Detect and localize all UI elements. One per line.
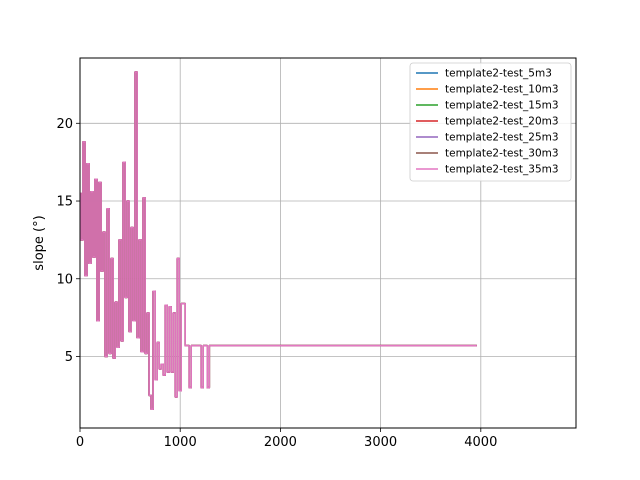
y-axis-label: slope (°) bbox=[32, 215, 47, 270]
axis-ticks: 0 1000 2000 3000 4000 5 10 15 20 bbox=[56, 117, 497, 450]
legend-label-4: template2-test_25m3 bbox=[445, 132, 559, 144]
series-lines bbox=[80, 71, 477, 411]
x-tick-label: 3000 bbox=[364, 435, 397, 450]
legend-label-1: template2-test_10m3 bbox=[445, 84, 559, 96]
legend-label-2: template2-test_15m3 bbox=[445, 100, 559, 112]
legend-box bbox=[409, 62, 572, 182]
y-tick-label: 20 bbox=[56, 117, 73, 132]
legend: template2-test_5m3 template2-test_10m3tem… bbox=[409, 62, 572, 182]
x-tick-label: 2000 bbox=[264, 435, 297, 450]
x-tick-label: 1000 bbox=[164, 435, 197, 450]
legend-label-6: template2-test_35m3 bbox=[445, 164, 559, 176]
y-tick-label: 5 bbox=[65, 350, 73, 365]
legend-label-0: template2-test_5m3 bbox=[445, 68, 552, 80]
grid bbox=[79, 58, 576, 428]
legend-label-5: template2-test_30m3 bbox=[445, 148, 559, 160]
x-tick-label: 0 bbox=[76, 435, 84, 450]
plot-area-frame bbox=[79, 57, 577, 429]
series-line-6 bbox=[80, 71, 477, 411]
y-tick-label: 10 bbox=[56, 272, 73, 287]
legend-label-3: template2-test_20m3 bbox=[445, 116, 559, 128]
y-tick-label: 15 bbox=[56, 195, 73, 210]
x-tick-label: 4000 bbox=[464, 435, 497, 450]
